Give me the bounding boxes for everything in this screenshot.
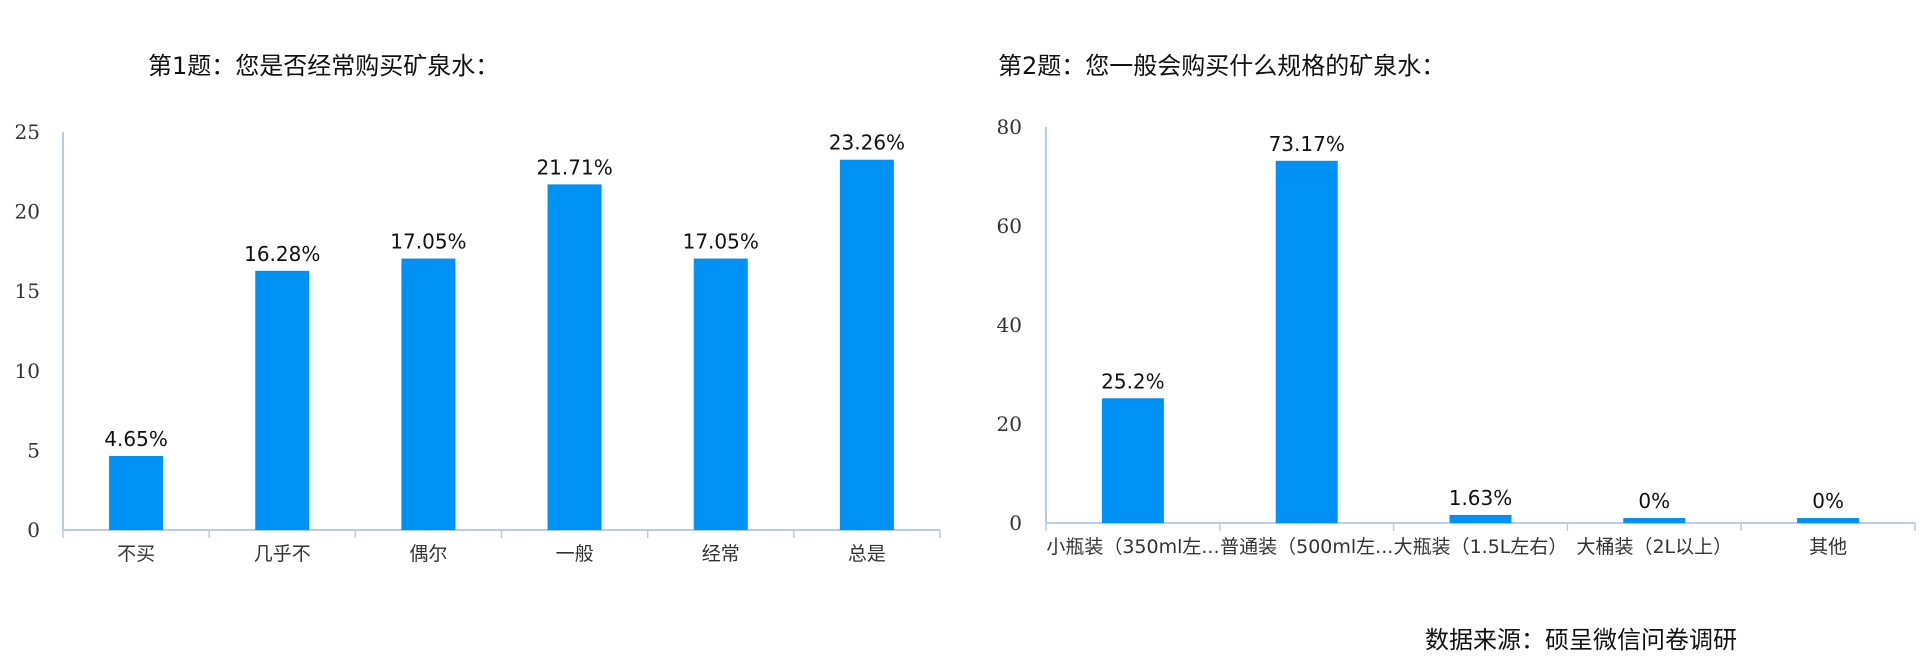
chart2-y-tick-label: 0	[1009, 511, 1022, 535]
chart2-title: 第2题：您一般会购买什么规格的矿泉水：	[998, 52, 1445, 80]
chart1-category-label: 总是	[848, 543, 886, 565]
chart1-bar	[401, 258, 456, 530]
chart1-data-label: 17.05%	[390, 230, 466, 254]
chart2-bar	[1797, 518, 1860, 523]
chart1-y-tick-label: 5	[27, 438, 40, 462]
chart1-bar	[693, 258, 748, 530]
chart2-category-label: 大桶装（2L以上）	[1576, 536, 1732, 558]
chart1-y-tick-label: 25	[15, 120, 40, 144]
chart1-category-label: 经常	[702, 543, 740, 565]
chart2-data-label: 0%	[1812, 489, 1844, 513]
chart1-category-label: 一般	[556, 543, 594, 565]
chart1-data-label: 23.26%	[829, 131, 905, 155]
chart2-y-tick-label: 60	[997, 214, 1022, 238]
chart1-data-label: 17.05%	[683, 230, 759, 254]
data-source-note: 数据来源：硕呈微信问卷调研	[1425, 626, 1737, 654]
chart2-category-label: 普通装（500ml左...	[1220, 536, 1393, 558]
chart1-y-tick-label: 0	[27, 518, 40, 542]
chart1-bar	[839, 159, 894, 530]
chart1-bar	[547, 184, 602, 530]
chart2-category-label: 大瓶装（1.5L左右）	[1394, 536, 1568, 558]
chart1-bar	[109, 455, 164, 530]
chart1-data-label: 16.28%	[244, 242, 320, 266]
chart2-category-label: 小瓶装（350ml左...	[1046, 536, 1219, 558]
chart2-data-label: 0%	[1638, 489, 1670, 513]
chart1-category-label: 偶尔	[409, 543, 447, 565]
chart1-y-tick-label: 15	[15, 279, 40, 303]
chart2-plot: 0 20 40 60 80 25.2% 小瓶装（350ml左... 73.17% 普通装（500…	[997, 115, 1916, 558]
chart1-category-label: 几乎不	[254, 543, 311, 565]
chart1-plot: 0 5 10 15 20 25 4.65% 不买 16.28% 几乎不 17.05% 偶尔 21.71%…	[15, 120, 941, 565]
chart1-y-tick-label: 10	[15, 359, 40, 383]
chart2-y-tick-label: 40	[997, 313, 1022, 337]
chart1-data-label: 4.65%	[104, 427, 168, 451]
chart1-data-label: 21.71%	[536, 155, 612, 179]
chart2-bar	[1275, 160, 1338, 523]
chart2-bar	[1623, 518, 1686, 523]
chart1-category-label: 不买	[117, 543, 155, 565]
chart2-y-tick-label: 20	[997, 412, 1022, 436]
chart1-title: 第1题：您是否经常购买矿泉水：	[148, 52, 499, 80]
chart1-bar	[255, 270, 310, 530]
chart2-data-label: 25.2%	[1101, 369, 1165, 393]
chart1-y-tick-label: 20	[15, 200, 40, 224]
chart2-data-label: 73.17%	[1269, 132, 1345, 156]
chart2-bar	[1449, 514, 1512, 523]
chart2-y-tick-label: 80	[997, 115, 1022, 139]
chart2-bar	[1101, 398, 1164, 523]
chart2-category-label: 其他	[1809, 536, 1847, 558]
chart2-data-label: 1.63%	[1449, 486, 1513, 510]
